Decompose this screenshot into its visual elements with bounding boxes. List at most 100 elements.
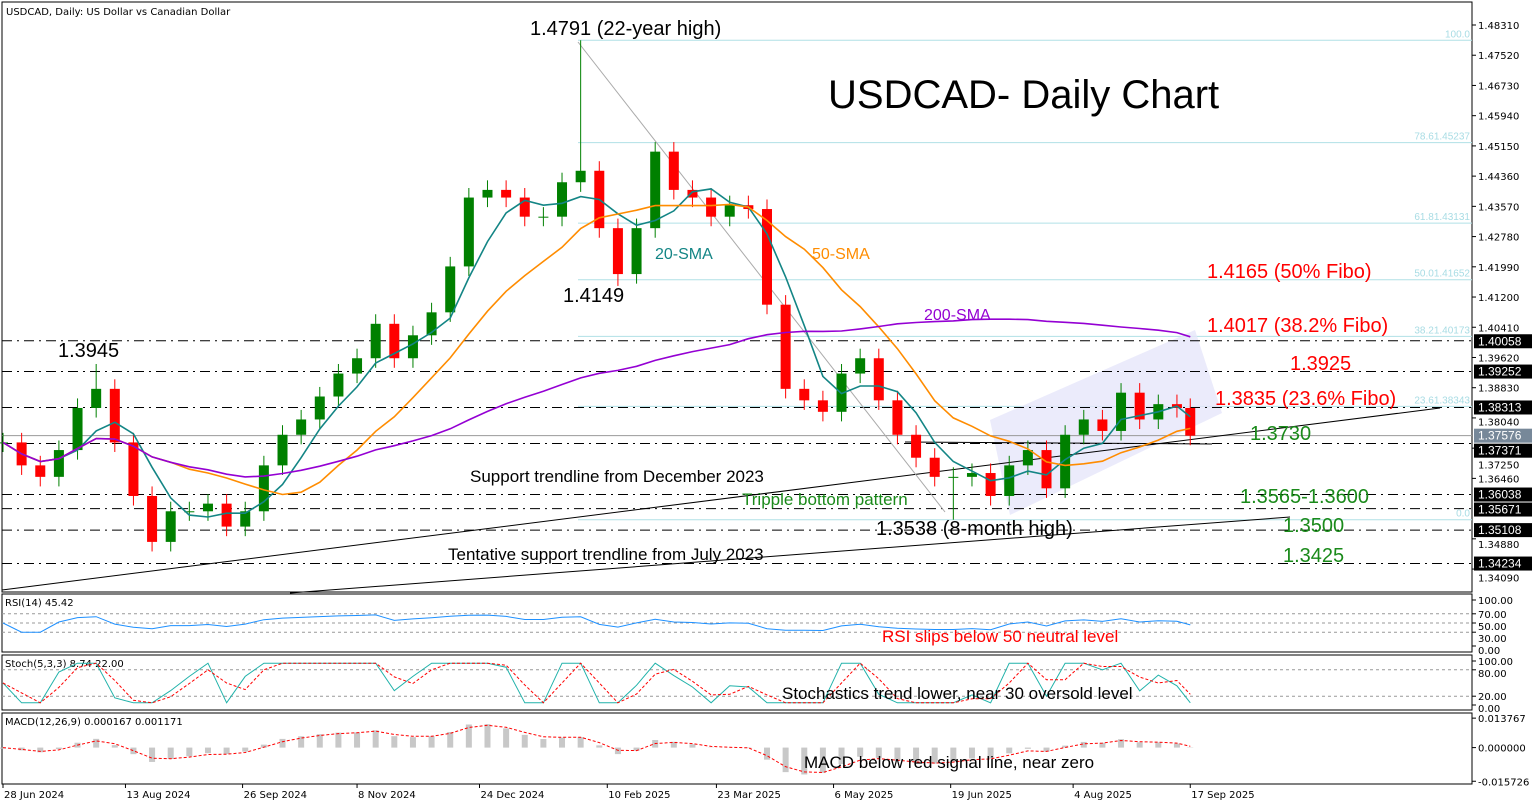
macd-histogram-bar [559,737,566,748]
macd-frame [1,712,1473,785]
price-label: 1.36038 [1478,488,1522,502]
rsi-label: RSI(14) 45.42 [5,598,74,609]
candle-body [873,358,884,401]
candle-body [612,228,623,275]
annotations: 1.4791 (22-year high) 1.3945 1.4149 20-SMA 5… [58,18,1396,567]
candle-body [370,323,381,359]
date-tick-label: 8 Nov 2024 [358,790,416,801]
candle-body [650,151,661,229]
candle-body [240,511,251,527]
macd-histogram-bar [503,728,510,748]
macd-histogram-bar [577,737,584,748]
candle-body [1185,407,1196,436]
macd-histogram-bar [857,747,864,757]
date-tick-label: 4 Aug 2025 [1074,790,1132,801]
candle-body [482,189,493,198]
macd-histogram-bar [279,738,286,748]
candle-body [109,388,120,443]
macd-histogram-bar [782,747,789,773]
macd-histogram-bar [391,736,398,748]
date-tick-label: 6 May 2025 [835,790,894,801]
candle-body [296,419,307,435]
price-tick-label: 1.34090 [1478,574,1519,585]
current-price-label: 1.37576 [1478,429,1522,443]
macd-histogram-bar [913,747,920,763]
macd-histogram-bar [37,747,44,753]
candle-body [1022,450,1033,466]
macd-histogram-bar [521,734,528,748]
candle-body [631,228,642,275]
macd-histogram-bar [1173,743,1180,748]
macd-histogram-bar [689,744,696,748]
stoch-tick-label: 80.00 [1478,669,1507,680]
candle-body [202,503,213,512]
price-tick-label: 1.41990 [1478,263,1519,274]
price-label: 1.35108 [1478,523,1522,537]
price-tick-label: 1.34880 [1478,540,1519,551]
macd-panel: MACD(12,26,9) 0.000167 0.001171 0.013767 0… [0,712,1529,788]
macd-signal-line [2,724,1191,774]
annotation-fib382: 1.4017 (38.2% Fibo) [1207,315,1388,337]
triple-bottom-neckline [904,441,1213,445]
price-tick-label: 1.41200 [1478,293,1519,304]
rsi-tick-label: 50.00 [1478,622,1507,633]
annotation-fib50: 1.4165 (50% Fibo) [1207,261,1372,283]
candle-body [165,511,176,542]
price-tick-label: 1.44360 [1478,172,1519,183]
fib-label: 0.0 [1456,509,1470,520]
annotation-high-22y: 1.4791 (22-year high) [530,18,721,40]
candle-body [761,209,772,305]
macd-histogram-bar [242,747,249,752]
fib-anchor-line [577,41,946,513]
rsi-line [2,614,1191,633]
macd-histogram-bar [763,747,770,760]
sma-line-200 [2,318,1191,478]
candle-body [91,388,102,408]
candle-body [72,407,83,451]
macd-histogram-bar [111,745,118,748]
macd-histogram-bar [223,747,230,755]
macd-histogram-bar [987,747,994,759]
candle-body [35,465,46,477]
chart-title: USDCAD- Daily Chart [828,73,1219,117]
date-tick-label: 19 Jun 2025 [952,790,1012,801]
price-tick-label: 1.43570 [1478,202,1519,213]
price-tick-label: 1.39620 [1478,353,1519,364]
candle-body [817,400,828,412]
annotation-r1925: 1.3925 [1290,353,1351,375]
date-tick-label: 26 Sep 2024 [244,790,307,801]
macd-histogram-bar [186,747,193,757]
candle-body [538,216,549,218]
price-label: 1.40058 [1478,334,1522,348]
rsi-tick-label: 70.00 [1478,610,1507,621]
macd-histogram-bar [316,734,323,748]
annotation-sma50: 50-SMA [812,246,870,263]
fib-label: 38.21.40173 [1414,325,1470,336]
macd-tick-label: -0.015726 [1478,777,1529,788]
date-tick-label: 24 Dec 2024 [480,790,544,801]
price-label-box [1474,334,1532,349]
price-panel: 100.0 78.61.45237 61.81.43131 50.01.41652 38… [0,1,1473,594]
macd-note: MACD below red signal line, near zero [804,753,1094,772]
macd-histogram-bar [950,747,957,762]
candle-body [333,373,344,397]
candle-body [706,197,717,217]
sma-line-50 [2,203,1191,496]
macd-histogram-bar [931,747,938,764]
price-axis: 1.48310 1.47520 1.46730 1.45940 1.45150 1.443… [1472,21,1532,585]
macd-label: MACD(12,26,9) 0.000167 0.001171 [5,717,183,728]
price-tick-label: 1.37250 [1478,461,1519,472]
candle-body [184,511,195,513]
date-tick-label: 10 Feb 2025 [608,790,670,801]
candle-body [53,450,64,477]
macd-histogram-bar [149,747,156,762]
price-tick-label: 1.38040 [1478,417,1519,428]
candle-body [911,434,922,458]
candle-body [389,323,400,359]
stoch-label: Stoch(5,3,3) 8.74 22.00 [5,659,124,670]
candle-body [687,189,698,198]
macd-histogram-bar [55,747,62,750]
candle-body [1041,450,1052,489]
